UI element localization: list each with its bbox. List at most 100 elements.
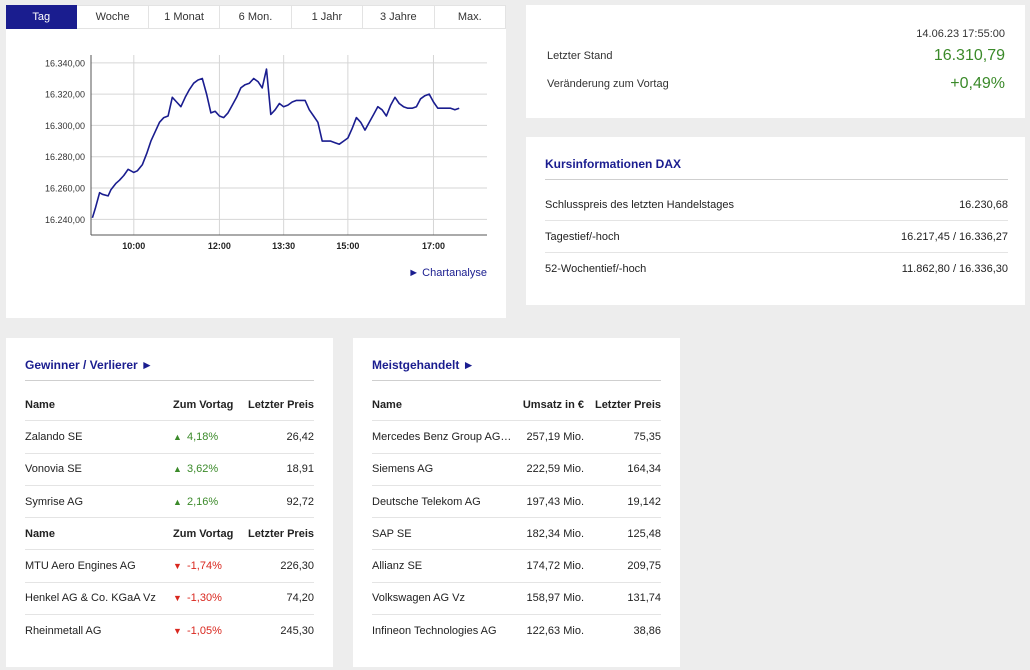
table-row[interactable]: Zalando SE ▲ 4,18% 26,42 xyxy=(25,421,314,454)
info-label: 52-Wochentief/-hoch xyxy=(545,263,647,275)
change-value: -1,05% xyxy=(187,625,222,638)
movers-title-link[interactable]: Gewinner / Verlierer ► xyxy=(25,358,153,372)
table-header: Name Umsatz in € Letzter Preis xyxy=(372,389,661,422)
y-tick-label: 16.260,00 xyxy=(45,184,85,194)
stock-name[interactable]: Infineon Technologies AG xyxy=(372,625,497,638)
y-tick-label: 16.340,00 xyxy=(45,58,85,68)
info-panel: Kursinformationen DAX Schlusspreis des l… xyxy=(526,137,1025,305)
x-tick-label: 17:00 xyxy=(422,241,445,251)
table-row[interactable]: Siemens AG 222,59 Mio. 164,34 xyxy=(372,454,661,486)
chart-panel: Tag Woche 1 Monat 6 Mon. 1 Jahr 3 Jahre … xyxy=(6,5,506,318)
volume-value: 197,43 Mio. xyxy=(526,495,584,508)
chartanalyse-link[interactable]: ► Chartanalyse xyxy=(408,267,487,279)
table-row[interactable]: SAP SE 182,34 Mio. 125,48 xyxy=(372,518,661,551)
stock-name[interactable]: Vonovia SE xyxy=(25,463,82,476)
volume-value: 257,19 Mio. xyxy=(526,430,584,443)
change-row: Veränderung zum Vortag +0,49% xyxy=(547,75,1005,93)
col-name: Name xyxy=(372,398,402,411)
x-tick-label: 13:30 xyxy=(272,241,295,251)
info-value: 11.862,80 / 16.336,30 xyxy=(901,263,1008,275)
change-value: 4,18% xyxy=(187,430,219,443)
table-row[interactable]: Infineon Technologies AG 122,63 Mio. 38,… xyxy=(372,615,661,647)
info-row: Tagestief/-hoch 16.217,45 / 16.336,27 xyxy=(545,221,1008,253)
table-row[interactable]: Allianz SE 174,72 Mio. 209,75 xyxy=(372,550,661,583)
stock-name[interactable]: Mercedes Benz Group AG ... xyxy=(372,430,512,443)
volume-value: 174,72 Mio. xyxy=(526,560,584,573)
col-name: Name xyxy=(25,527,55,540)
down-arrow-icon: ▼ xyxy=(173,626,182,637)
divider xyxy=(545,179,1008,180)
stock-name[interactable]: Siemens AG xyxy=(372,463,434,476)
price-value: 164,34 xyxy=(627,463,661,476)
last-price-row: Letzter Stand 16.310,79 xyxy=(547,47,1005,65)
stock-name[interactable]: Volkswagen AG Vz xyxy=(372,592,465,605)
volume-value: 222,59 Mio. xyxy=(526,463,584,476)
col-volume: Umsatz in € xyxy=(522,398,584,411)
stock-name[interactable]: Deutsche Telekom AG xyxy=(372,495,481,508)
tab-day[interactable]: Tag xyxy=(6,5,78,29)
last-price-label: Letzter Stand xyxy=(547,50,613,62)
table-row[interactable]: Rheinmetall AG ▼ -1,05% 245,30 xyxy=(25,615,314,647)
price-value: 38,86 xyxy=(633,625,661,638)
last-price-value: 16.310,79 xyxy=(933,47,1005,64)
down-arrow-icon: ▼ xyxy=(173,561,182,572)
table-row[interactable]: Deutsche Telekom AG 197,43 Mio. 19,142 xyxy=(372,486,661,519)
price-value: 125,48 xyxy=(627,527,661,540)
tab-6-months[interactable]: 6 Mon. xyxy=(220,5,292,29)
quote-panel: 14.06.23 17:55:00 Letzter Stand 16.310,7… xyxy=(526,5,1025,118)
price-value: 19,142 xyxy=(627,495,661,508)
change-value: -1,74% xyxy=(187,560,222,573)
y-tick-label: 16.300,00 xyxy=(45,121,85,131)
info-label: Schlusspreis des letzten Handelstages xyxy=(545,198,734,211)
volume-value: 182,34 Mio. xyxy=(526,527,584,540)
table-header: Name Zum Vortag Letzter Preis xyxy=(25,389,314,422)
col-change: Zum Vortag xyxy=(173,398,234,411)
info-row: Schlusspreis des letzten Handelstages 16… xyxy=(545,189,1008,221)
tab-3-years[interactable]: 3 Jahre xyxy=(363,5,435,29)
table-row[interactable]: Volkswagen AG Vz 158,97 Mio. 131,74 xyxy=(372,583,661,616)
x-tick-label: 15:00 xyxy=(336,241,359,251)
stock-name[interactable]: MTU Aero Engines AG xyxy=(25,560,136,573)
tab-max[interactable]: Max. xyxy=(434,5,506,29)
table-header: Name Zum Vortag Letzter Preis xyxy=(25,518,314,551)
stock-name[interactable]: Rheinmetall AG xyxy=(25,625,102,638)
price-value: 26,42 xyxy=(286,430,314,443)
stock-name[interactable]: Allianz SE xyxy=(372,560,423,573)
info-value: 16.217,45 / 16.336,27 xyxy=(900,230,1008,243)
most-traded-panel: Meistgehandelt ► Name Umsatz in € Letzte… xyxy=(353,338,680,667)
tab-week[interactable]: Woche xyxy=(77,5,149,29)
stock-name[interactable]: Henkel AG & Co. KGaA Vz xyxy=(25,592,156,605)
info-row: 52-Wochentief/-hoch 11.862,80 / 16.336,3… xyxy=(545,253,1008,285)
change-value: 3,62% xyxy=(187,463,219,476)
table-row[interactable]: Vonovia SE ▲ 3,62% 18,91 xyxy=(25,454,314,486)
change-value: 2,16% xyxy=(187,495,219,508)
up-arrow-icon: ▲ xyxy=(173,464,182,475)
price-value: 209,75 xyxy=(627,560,661,573)
col-change: Zum Vortag xyxy=(173,527,234,540)
stock-name[interactable]: Symrise AG xyxy=(25,495,84,508)
tab-1-month[interactable]: 1 Monat xyxy=(148,5,221,29)
x-tick-label: 10:00 xyxy=(122,241,145,251)
info-title: Kursinformationen DAX xyxy=(545,157,682,171)
most-traded-title-link[interactable]: Meistgehandelt ► xyxy=(372,358,475,372)
table-row[interactable]: Mercedes Benz Group AG ... 257,19 Mio. 7… xyxy=(372,421,661,454)
table-row[interactable]: MTU Aero Engines AG ▼ -1,74% 226,30 xyxy=(25,550,314,583)
col-price: Letzter Preis xyxy=(594,398,661,411)
most-traded-table: Name Umsatz in € Letzter Preis Mercedes … xyxy=(372,389,661,647)
change-value: +0,49% xyxy=(950,75,1005,92)
period-tabs: Tag Woche 1 Monat 6 Mon. 1 Jahr 3 Jahre … xyxy=(6,5,506,29)
price-series-line xyxy=(91,68,460,219)
change-value: -1,30% xyxy=(187,592,222,605)
y-tick-label: 16.240,00 xyxy=(45,215,85,225)
table-row[interactable]: Henkel AG & Co. KGaA Vz ▼ -1,30% 74,20 xyxy=(25,583,314,616)
up-arrow-icon: ▲ xyxy=(173,496,182,507)
price-value: 75,35 xyxy=(633,430,661,443)
price-value: 245,30 xyxy=(280,625,314,638)
y-tick-label: 16.320,00 xyxy=(45,90,85,100)
table-row[interactable]: Symrise AG ▲ 2,16% 92,72 xyxy=(25,486,314,519)
stock-name[interactable]: Zalando SE xyxy=(25,430,83,443)
up-arrow-icon: ▲ xyxy=(173,431,182,442)
quote-timestamp: 14.06.23 17:55:00 xyxy=(916,28,1005,40)
tab-1-year[interactable]: 1 Jahr xyxy=(291,5,364,29)
stock-name[interactable]: SAP SE xyxy=(372,527,412,540)
